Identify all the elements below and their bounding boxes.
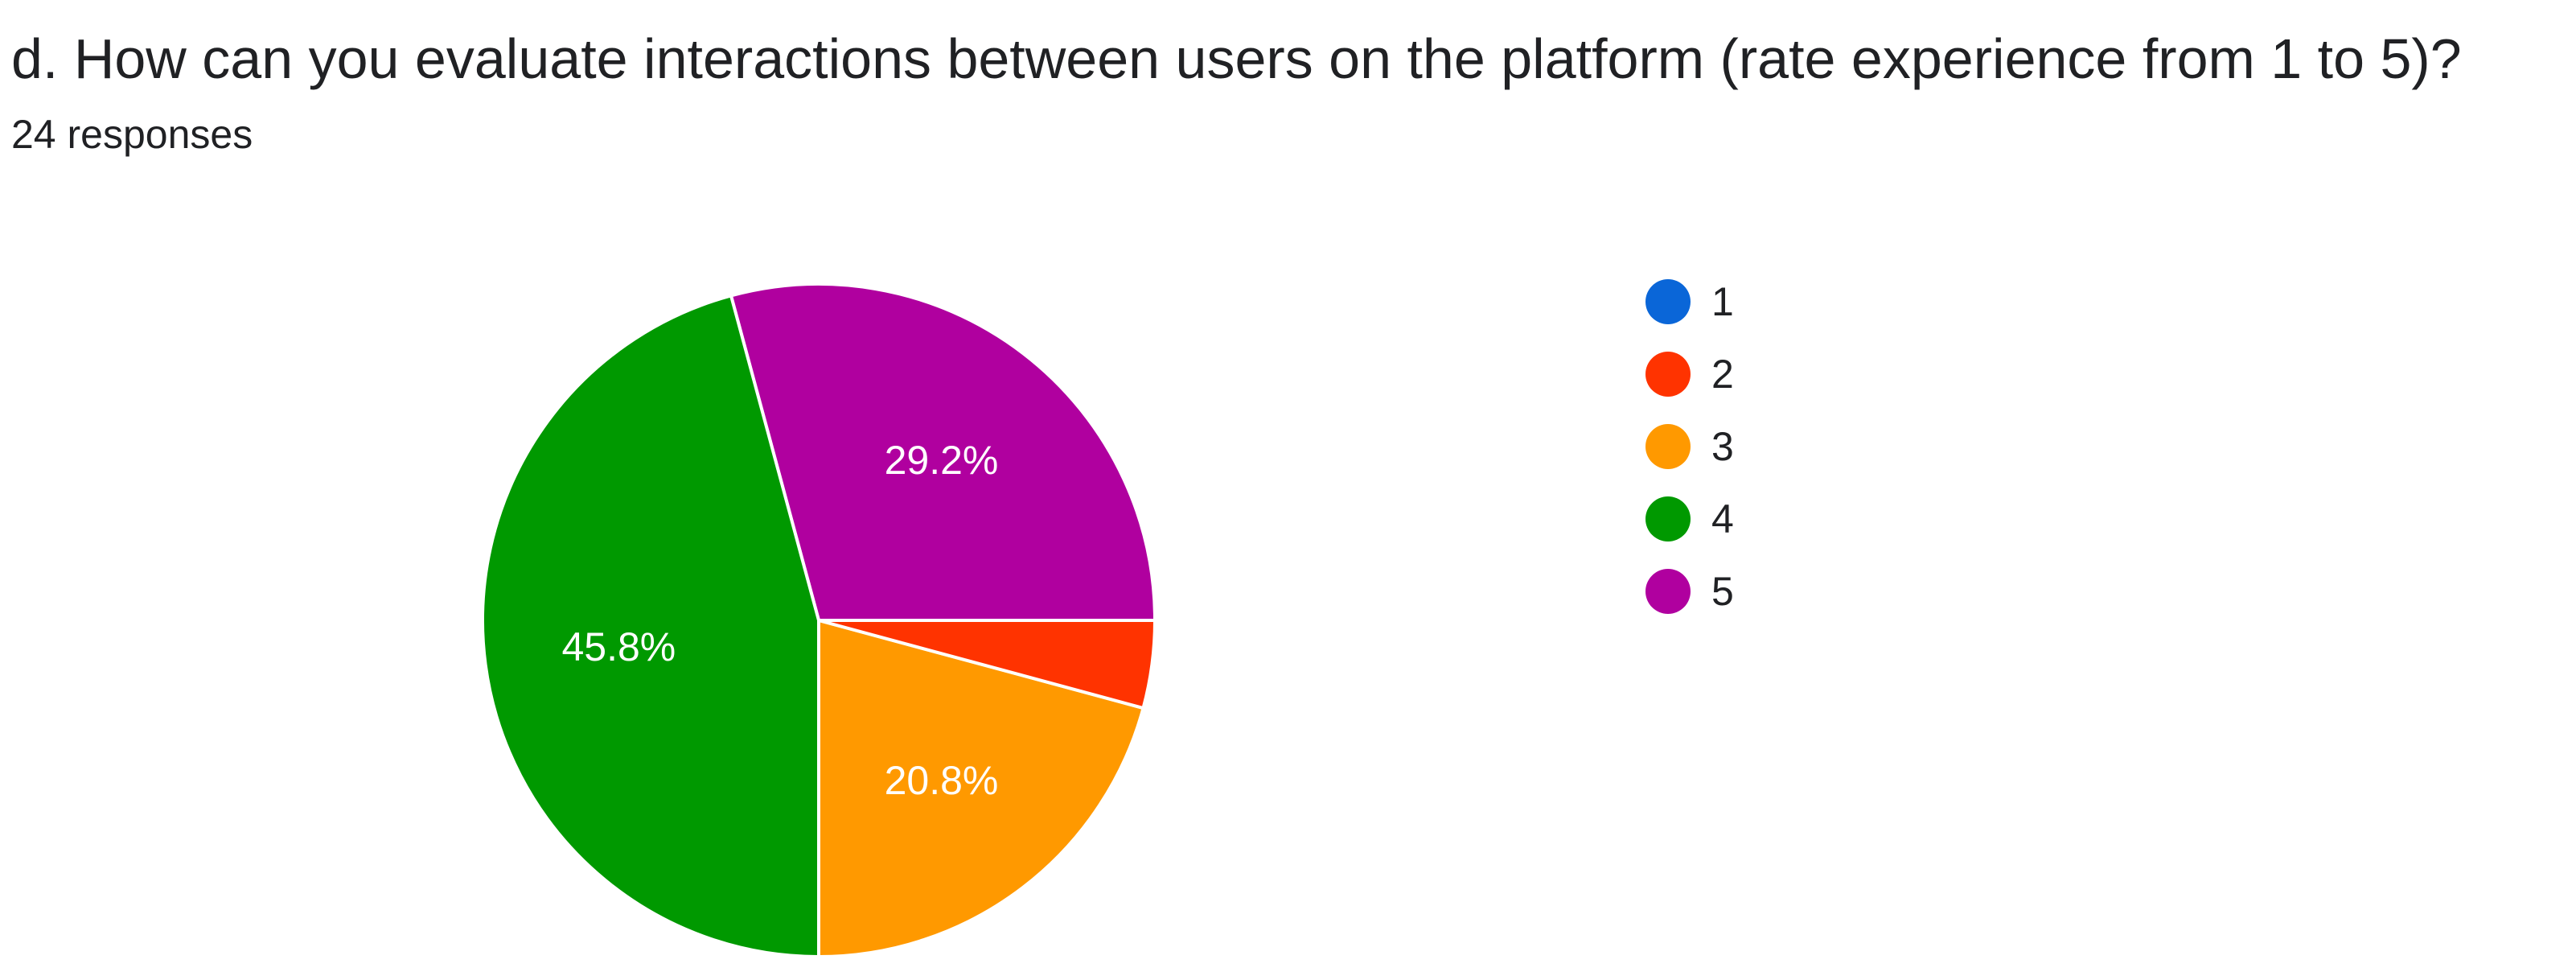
legend-item-5[interactable]: 5 <box>1645 555 1734 628</box>
pie-slice-4[interactable] <box>481 294 820 958</box>
legend-swatch-icon <box>1645 496 1691 542</box>
legend-item-4[interactable]: 4 <box>1645 483 1734 555</box>
legend-swatch-icon <box>1645 352 1691 397</box>
pie-slice-2[interactable] <box>817 619 1157 710</box>
pie-slice-label-5: 29.2% <box>885 438 999 483</box>
legend-label: 2 <box>1711 352 1734 397</box>
legend-item-1[interactable]: 1 <box>1645 266 1734 338</box>
legend-label: 3 <box>1711 424 1734 469</box>
pie-slices <box>481 282 1157 958</box>
legend-label: 1 <box>1711 279 1734 324</box>
pie-slice-5[interactable] <box>729 282 1157 622</box>
legend-swatch-icon <box>1645 569 1691 614</box>
pie-slice-label-4: 45.8% <box>561 624 676 669</box>
response-count: 24 responses <box>11 112 253 157</box>
legend-item-3[interactable]: 3 <box>1645 410 1734 483</box>
chart-legend: 1 2 3 4 5 <box>1645 266 1734 628</box>
pie-slice-3[interactable] <box>817 619 1145 958</box>
legend-label: 5 <box>1711 569 1734 614</box>
legend-label: 4 <box>1711 496 1734 542</box>
question-title: d. How can you evaluate interactions bet… <box>11 27 2462 90</box>
legend-swatch-icon <box>1645 424 1691 469</box>
legend-swatch-icon <box>1645 279 1691 324</box>
legend-item-2[interactable]: 2 <box>1645 338 1734 410</box>
pie-labels: 29.2% 45.8% 20.8% <box>561 438 998 803</box>
pie-slice-label-3: 20.8% <box>885 758 999 803</box>
